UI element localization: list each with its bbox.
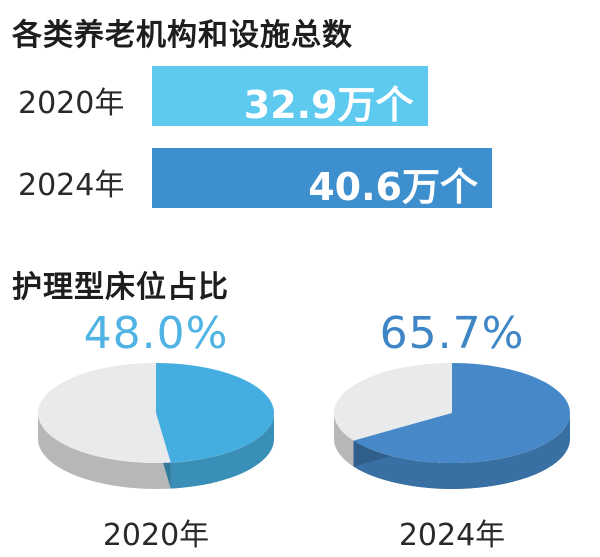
pie-chart-title: 护理型床位占比 [12,270,229,305]
bar-chart-title: 各类养老机构和设施总数 [12,18,353,53]
pie-year-label: 2024年 [398,518,506,553]
pie-2020: 48.0% 2020年 [26,300,286,553]
bar-category-label: 2020年 [18,86,125,121]
bar-2024: 40.6万个 [152,148,492,209]
pie-year-label: 2020年 [102,518,210,553]
pie-graphic-2024 [334,363,570,489]
pie-side-value [170,413,274,489]
pie-percent-label: 65.7% [379,308,525,359]
bar-row-2024: 2024年 40.6万个 [0,148,600,209]
pie-side-value [353,413,570,489]
pie-slice-value [156,363,275,463]
bar-category-label: 2024年 [18,168,125,203]
bar-row-2020: 2020年 32.9万个 [0,66,600,127]
pie-2024: 65.7% 2024年 [322,300,582,553]
bar-value-label: 32.9万个 [243,83,414,127]
pie-percent-label: 48.0% [83,308,229,359]
bar-value-label: 40.6万个 [308,165,478,209]
bar-2020: 32.9万个 [152,66,428,127]
pie-graphic-2020 [38,363,275,489]
pie-slice-value [353,363,570,463]
